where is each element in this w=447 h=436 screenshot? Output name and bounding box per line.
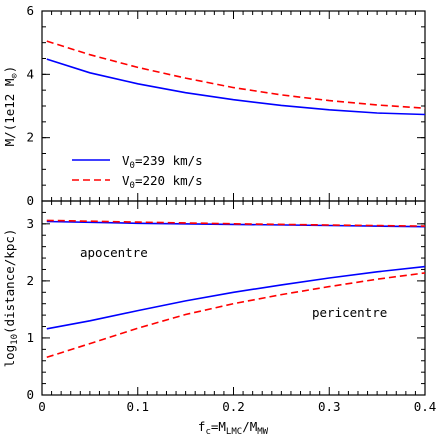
x-tick-label: 0.4 [414, 399, 437, 414]
apocentre-annotation: apocentre [80, 245, 148, 260]
bottom-y-tick-label: 1 [26, 330, 34, 345]
top-panel-frame [41, 10, 426, 202]
x-tick-label: 0.2 [222, 399, 245, 414]
x-tick-label: 0.1 [126, 399, 149, 414]
bottom-y-tick-label: 2 [26, 273, 34, 288]
legend: V0=239 km/s V0=220 km/s [72, 153, 203, 191]
bottom-y-tick-label: 3 [26, 216, 34, 231]
top-y-tick-label: 4 [26, 66, 34, 81]
bottom-y-tick-label: 0 [26, 387, 34, 402]
axis-ticks [41, 10, 426, 396]
bottom-series-line-1 [46, 219, 426, 227]
x-tick-label: 0 [38, 399, 46, 414]
bottom-panel-series [46, 219, 426, 359]
top-y-axis-label: M/(1e12 M⊙) [2, 66, 20, 147]
top-panel-series [46, 40, 426, 116]
top-y-tick-label: 2 [26, 130, 34, 145]
bottom-y-axis-label: log10(distance/kpc) [2, 229, 20, 368]
tick-labels: 0 2 4 6 0 1 2 3 0 0.1 0.2 0.3 0.4 [26, 3, 436, 414]
x-axis-label: fc=MLMC/MMW [198, 419, 269, 436]
pericentre-annotation: pericentre [312, 305, 387, 320]
bottom-panel-frame [41, 200, 426, 396]
top-y-tick-label: 0 [26, 193, 34, 208]
top-series-line-0 [46, 58, 426, 116]
top-series-line-1 [46, 40, 426, 109]
legend-label-v239: V0=239 km/s [122, 153, 203, 171]
bottom-series-line-2 [46, 265, 426, 330]
x-tick-label: 0.3 [318, 399, 341, 414]
legend-label-v220: V0=220 km/s [122, 173, 203, 191]
bottom-series-line-3 [46, 272, 426, 359]
top-y-tick-label: 6 [26, 3, 34, 18]
